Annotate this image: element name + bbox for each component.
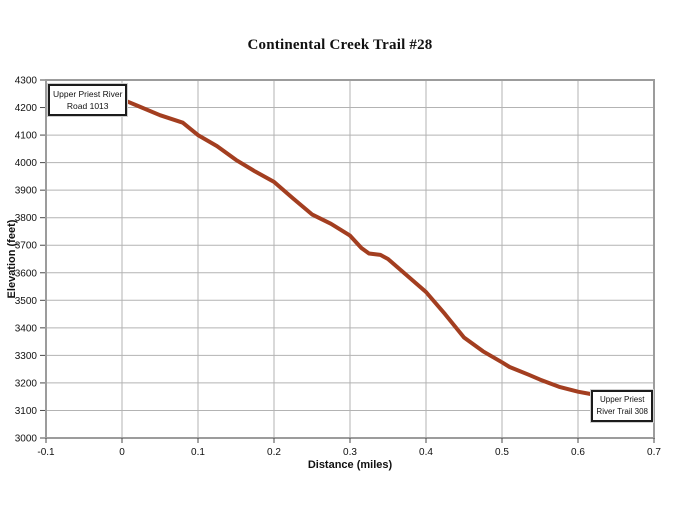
x-tick-label: 0.4 (419, 447, 433, 458)
y-tick-label: 3200 (15, 378, 38, 389)
y-tick-label: 3400 (15, 323, 38, 334)
annotation-end-line1: Upper Priest (599, 395, 645, 404)
x-tick-label: 0.2 (267, 447, 281, 458)
annotation-trailhead-start: Upper Priest River Road 1013 (48, 84, 128, 116)
y-tick-label: 4300 (15, 76, 38, 87)
x-tick-label: 0.5 (495, 447, 509, 458)
annotation-end-line2: River Trail 308 (596, 407, 648, 416)
y-tick-label: 3100 (15, 406, 38, 417)
y-tick-label: 4100 (15, 131, 38, 142)
chart-title: Continental Creek Trail #28 (247, 37, 433, 53)
y-axis-title: Elevation (feet) (6, 219, 18, 299)
x-tick-label: 0.1 (191, 447, 205, 458)
annotation-start-line1: Upper Priest River (53, 89, 123, 99)
x-tick-label: -0.1 (37, 447, 55, 458)
x-tick-label: 0.7 (647, 447, 661, 458)
y-tick-label: 3000 (15, 434, 38, 445)
y-tick-label: 3300 (15, 351, 38, 362)
y-tick-label: 3500 (15, 296, 38, 307)
y-tick-label: 4000 (15, 158, 38, 169)
y-tick-label: 3900 (15, 186, 38, 197)
annotation-start-line2: Road 1013 (66, 101, 109, 111)
y-tick-label: 3800 (15, 213, 38, 224)
y-tick-label: 3600 (15, 268, 38, 279)
y-tick-label: 4200 (15, 103, 38, 114)
x-tick-label: 0.3 (343, 447, 357, 458)
y-tick-label: 3700 (15, 241, 38, 252)
x-axis-title: Distance (miles) (307, 459, 393, 471)
x-tick-label: 0.6 (571, 447, 585, 458)
elevation-line (120, 97, 596, 397)
x-tick-label: 0 (119, 447, 125, 458)
annotation-trailhead-end: Upper Priest River Trail 308 (591, 390, 653, 422)
